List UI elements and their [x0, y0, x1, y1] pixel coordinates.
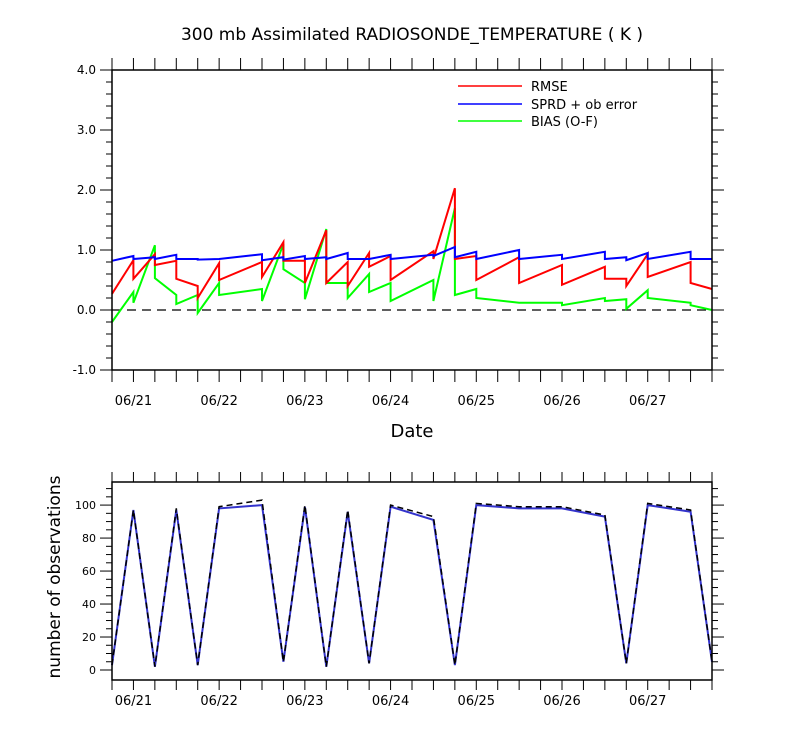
x-tick-label: 06/23 [286, 394, 323, 409]
bottom-chart: 0 20 40 60 80 100 06/21 06/22 06/23 06/24 06/25 06/… [45, 472, 724, 709]
y-tick-label: 4.0 [77, 63, 96, 77]
x-axis-title: Date [390, 421, 433, 442]
y-tick-label: 0.0 [77, 303, 96, 317]
y-tick-label: -1.0 [73, 363, 96, 377]
x-tick-label: 06/26 [543, 694, 580, 709]
series-line-rmse [111, 187, 713, 302]
legend-label-sprd: SPRD + ob error [531, 98, 638, 113]
y-tick-label: 60 [82, 565, 96, 578]
y-tick-label: 2.0 [77, 183, 96, 197]
legend-label-rmse: RMSE [531, 80, 568, 95]
x-tick-label: 06/22 [200, 394, 237, 409]
y-tick-label: 1.0 [77, 243, 96, 257]
x-tick-label: 06/26 [543, 394, 580, 409]
obs-line-total [111, 499, 713, 667]
bottom-plot-frame [111, 481, 713, 681]
x-tick-label: 06/25 [458, 394, 495, 409]
y-tick-label: 3.0 [77, 123, 96, 137]
chart-title: 300 mb Assimilated RADIOSONDE_TEMPERATUR… [181, 25, 643, 45]
x-tick-label: 06/25 [458, 694, 495, 709]
series-line-sprd-ob-error [111, 245, 712, 262]
x-tick-label: 06/21 [115, 694, 152, 709]
x-tick-label: 06/23 [286, 694, 323, 709]
top-chart: 300 mb Assimilated RADIOSONDE_TEMPERATUR… [73, 25, 724, 442]
legend-label-bias: BIAS (O-F) [531, 115, 598, 130]
y-tick-label: 0 [89, 664, 96, 677]
x-tick-label: 06/27 [629, 694, 666, 709]
y-tick-label: 40 [82, 598, 96, 611]
top-plot-frame [111, 69, 713, 371]
x-tick-label: 06/24 [372, 694, 409, 709]
y-tick-label: 20 [82, 631, 96, 644]
y-tick-label: 100 [75, 499, 96, 512]
x-tick-label: 06/21 [115, 394, 152, 409]
x-tick-label: 06/24 [372, 394, 409, 409]
x-tick-label: 06/22 [200, 694, 237, 709]
legend: RMSE SPRD + ob error BIAS (O-F) [458, 80, 638, 130]
y-axis-title: number of observations [45, 475, 65, 678]
y-tick-label: 80 [82, 532, 96, 545]
x-tick-label: 06/27 [629, 394, 666, 409]
obs-line-assimilated [111, 503, 713, 667]
